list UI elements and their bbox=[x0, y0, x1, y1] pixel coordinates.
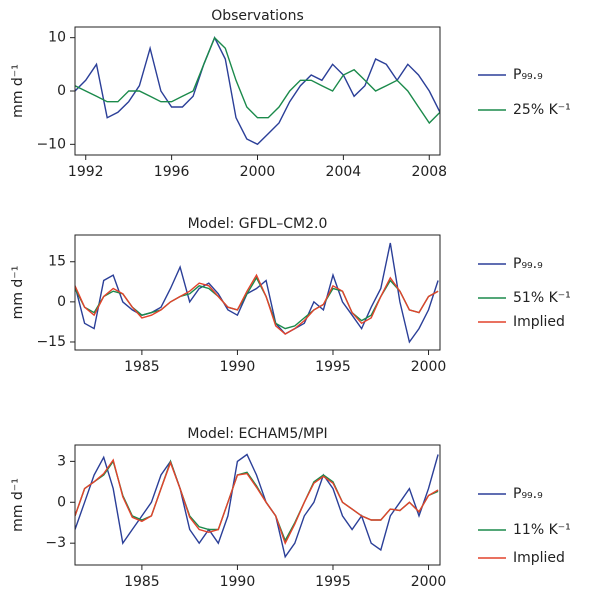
y-tick-label: 3 bbox=[57, 453, 66, 469]
x-tick-label: 1995 bbox=[315, 359, 351, 375]
x-tick-label: 2004 bbox=[326, 164, 362, 180]
x-tick-label: 1992 bbox=[68, 164, 104, 180]
y-axis-label: mm d⁻¹ bbox=[10, 478, 26, 532]
legend-label: 11% K⁻¹ bbox=[513, 522, 571, 538]
series-line bbox=[75, 458, 439, 545]
y-tick-label: 0 bbox=[57, 494, 66, 510]
y-tick-label: −10 bbox=[36, 136, 66, 152]
x-tick-label: 1985 bbox=[124, 574, 160, 590]
x-tick-label: 2000 bbox=[240, 164, 276, 180]
chart-title: Model: ECHAM5/MPI bbox=[187, 426, 327, 442]
legend-label: P₉₉.₉ bbox=[513, 67, 543, 83]
y-tick-label: −3 bbox=[45, 535, 66, 551]
legend-label: P₉₉.₉ bbox=[513, 486, 543, 502]
y-tick-label: 0 bbox=[57, 294, 66, 310]
y-axis-label: mm d⁻¹ bbox=[10, 266, 26, 320]
legend-label: 25% K⁻¹ bbox=[513, 102, 571, 118]
plot-frame bbox=[74, 26, 441, 156]
chart-title: Observations bbox=[211, 8, 304, 24]
series-line bbox=[75, 36, 440, 125]
y-tick-label: −15 bbox=[36, 334, 66, 350]
y-tick-label: 10 bbox=[48, 30, 66, 46]
series-line bbox=[75, 453, 439, 559]
legend-label: P₉₉.₉ bbox=[513, 256, 543, 272]
y-tick-label: 0 bbox=[57, 83, 66, 99]
x-tick-label: 2000 bbox=[411, 359, 447, 375]
legend-label: Implied bbox=[513, 314, 565, 330]
plot-frame bbox=[74, 444, 441, 566]
x-tick-label: 1990 bbox=[220, 359, 256, 375]
y-axis-label: mm d⁻¹ bbox=[10, 64, 26, 118]
legend-label: 51% K⁻¹ bbox=[513, 290, 571, 306]
x-tick-label: 2000 bbox=[411, 574, 447, 590]
series-line bbox=[75, 459, 439, 543]
x-tick-label: 1990 bbox=[220, 574, 256, 590]
x-tick-label: 1996 bbox=[154, 164, 190, 180]
y-tick-label: 15 bbox=[48, 254, 66, 270]
legend-label: Implied bbox=[513, 550, 565, 566]
series-line bbox=[75, 273, 439, 335]
x-tick-label: 2008 bbox=[411, 164, 447, 180]
chart-title: Model: GFDL–CM2.0 bbox=[188, 216, 328, 232]
x-tick-label: 1985 bbox=[124, 359, 160, 375]
x-tick-label: 1995 bbox=[315, 574, 351, 590]
plot-frame bbox=[74, 234, 441, 351]
